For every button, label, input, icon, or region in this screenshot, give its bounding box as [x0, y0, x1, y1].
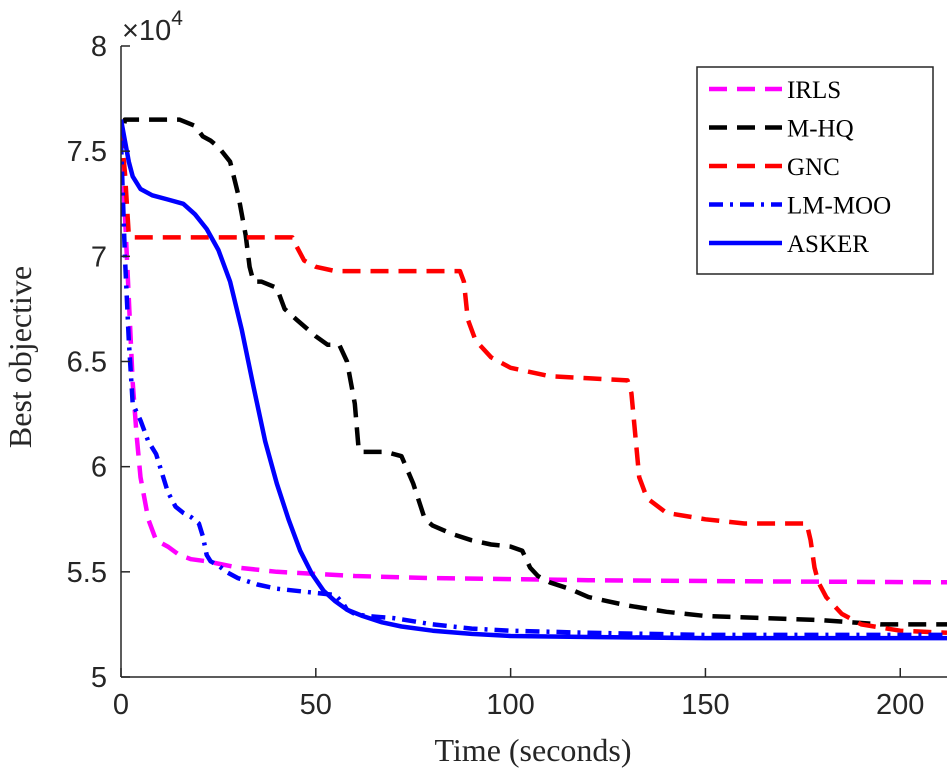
y-axis-exponent-power: 4	[171, 7, 183, 30]
legend-label: ASKER	[787, 231, 869, 258]
x-tick-label: 150	[681, 689, 729, 721]
y-axis-exponent: ×104	[122, 7, 183, 47]
y-tick-label: 5	[91, 662, 107, 694]
axes-layer: 0 50 100 150 200 5 5.5 6 6.5 7 7.5 8 ×104	[67, 7, 947, 721]
series-line-lm-moo	[121, 140, 947, 638]
legend-label: LM-MOO	[787, 193, 891, 220]
x-tick-label: 200	[876, 689, 924, 721]
y-axis-label: Best objective	[2, 266, 38, 448]
y-tick-label: 8	[91, 31, 107, 63]
legend-label: M-HQ	[787, 116, 854, 143]
y-tick-label: 6.5	[67, 347, 107, 379]
series-line-gnc	[121, 129, 947, 636]
series-line-asker	[121, 119, 947, 641]
legend-box	[696, 66, 934, 275]
legend: IRLS M-HQ GNC LM-MOO ASKER	[696, 66, 934, 275]
y-tick-label: 6	[91, 452, 107, 484]
x-tick-label: 50	[300, 689, 332, 721]
y-tick-label: 7.5	[67, 136, 107, 168]
series-line-m-hq	[121, 117, 947, 627]
x-axis-label: Time (seconds)	[434, 732, 631, 768]
y-tick-label: 7	[91, 241, 107, 273]
x-tick-label: 0	[113, 689, 129, 721]
x-tick-label: 100	[486, 689, 534, 721]
series-layer	[121, 117, 947, 641]
y-tick-label: 5.5	[67, 557, 107, 589]
legend-label: GNC	[787, 154, 840, 181]
legend-label: IRLS	[787, 77, 841, 104]
